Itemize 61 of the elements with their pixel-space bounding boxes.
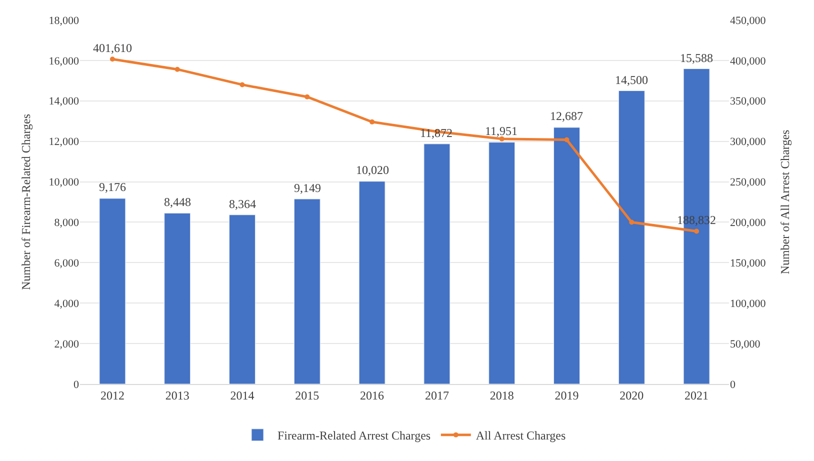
point: [370, 119, 375, 124]
data-label: 401,610: [93, 41, 132, 55]
x-tick-label: 2017: [424, 388, 449, 402]
bar: [618, 90, 645, 384]
y-tick-label: 16,000: [48, 55, 80, 68]
y-axis-title: Number of Firearm-Related Charges: [19, 114, 34, 290]
data-label: 8,364: [229, 197, 256, 211]
x-tick-label: 2019: [554, 388, 579, 402]
legend-label: All Arrest Charges: [476, 428, 566, 443]
bar: [229, 214, 256, 384]
y2-tick-label: 350,000: [730, 96, 766, 108]
point: [174, 66, 180, 72]
bar: [424, 144, 450, 384]
x-tick-label: 2020: [620, 388, 644, 402]
bar: [294, 198, 320, 384]
x-tick-label: 2016: [360, 388, 384, 402]
x-tick-label: 2014: [230, 388, 254, 402]
data-label: 12,687: [550, 109, 583, 123]
point: [240, 82, 245, 88]
data-label: 15,588: [680, 51, 713, 65]
data-label: 9,149: [294, 181, 321, 195]
bar: [488, 142, 516, 384]
y2-tick-label: 50,000: [730, 338, 761, 350]
y2-tick-label: 100,000: [730, 298, 766, 310]
point: [110, 56, 115, 62]
bar: [99, 198, 126, 384]
y2-tick-label: 0: [730, 378, 736, 391]
y2-tick-label: 200,000: [730, 217, 766, 230]
y-tick-label: 12,000: [48, 136, 80, 148]
data-label: 14,500: [615, 73, 648, 87]
data-label: 10,020: [356, 163, 389, 177]
data-label: 9,176: [99, 180, 126, 194]
y2-tick-label: 400,000: [730, 55, 766, 68]
bar: [554, 127, 580, 384]
y2-axis-title: Number of All Arrest Charges: [778, 129, 792, 274]
x-tick-label: 2013: [165, 388, 190, 402]
point: [564, 137, 570, 142]
point: [694, 228, 700, 234]
x-tick-label: 2018: [490, 388, 514, 402]
point: [304, 94, 310, 100]
y-tick-label: 8,000: [54, 217, 80, 230]
x-tick-label: 2021: [684, 388, 709, 402]
y-tick-label: 14,000: [48, 96, 80, 108]
legend-label: Firearm-Related Arrest Charges: [278, 428, 431, 443]
bar: [164, 212, 191, 384]
y2-tick-label: 250,000: [730, 176, 766, 189]
y-tick-label: 10,000: [48, 176, 80, 189]
y-tick-label: 4,000: [54, 298, 80, 310]
x-tick-label: 2015: [295, 388, 320, 402]
y-tick-label: 0: [74, 378, 80, 391]
x-tick-label: 2012: [100, 388, 124, 402]
y-tick-label: 2,000: [54, 338, 80, 350]
point: [629, 220, 634, 225]
data-label: 8,448: [164, 195, 191, 209]
bar: [358, 181, 386, 384]
y2-tick-label: 150,000: [730, 258, 766, 270]
y2-tick-label: 450,000: [730, 14, 766, 27]
y2-tick-label: 300,000: [730, 136, 766, 148]
y-tick-label: 6,000: [54, 258, 80, 270]
y-tick-label: 18,000: [48, 14, 80, 27]
data-label: 11,951: [485, 124, 518, 138]
